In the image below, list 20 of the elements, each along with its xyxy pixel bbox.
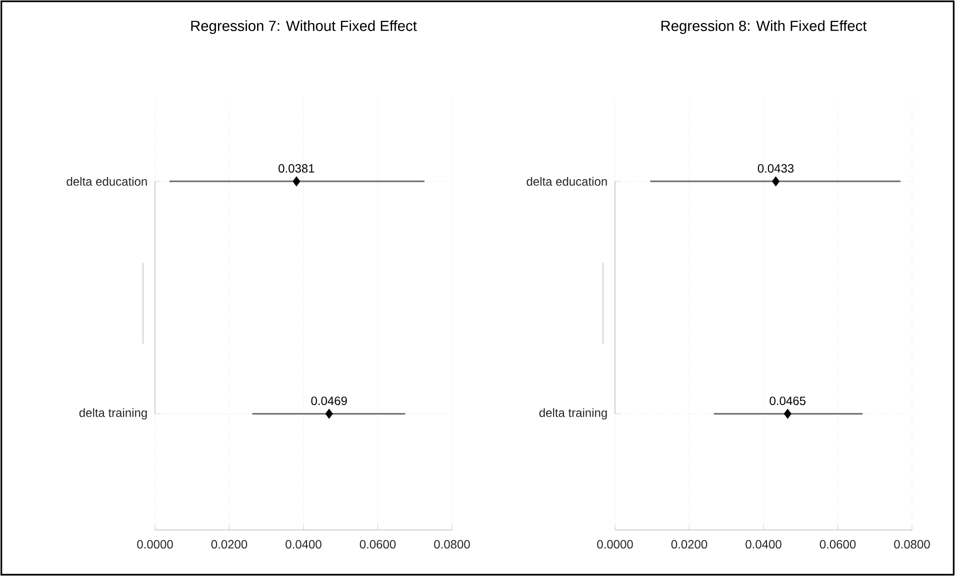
data-label: 0.0465 xyxy=(770,396,806,406)
x-tick-label: 0.0000 xyxy=(137,540,173,549)
y-tick-label: delta education xyxy=(66,176,147,186)
x-tick-label: 0.0800 xyxy=(434,540,470,549)
chart-title: Regression 8: With Fixed Effect xyxy=(661,20,867,34)
y-tick-label: delta education xyxy=(526,176,607,186)
y-tick-label: delta training xyxy=(539,408,607,420)
x-tick-label: 0.0400 xyxy=(286,540,322,549)
x-tick-label: 0.0400 xyxy=(746,540,782,549)
x-tick-label: 0.0600 xyxy=(820,540,856,549)
chart-title: Regression 7: Without Fixed Effect xyxy=(191,20,417,34)
data-label: 0.0433 xyxy=(758,164,794,173)
x-tick-label: 0.0200 xyxy=(211,540,248,549)
x-tick-label: 0.0000 xyxy=(597,540,633,549)
x-tick-label: 0.0600 xyxy=(360,540,396,549)
x-tick-label: 0.0200 xyxy=(671,540,708,549)
data-label: 0.0469 xyxy=(311,396,347,406)
x-tick-label: 0.0800 xyxy=(894,540,930,549)
y-tick-label: delta training xyxy=(79,408,147,420)
data-label: 0.0381 xyxy=(278,164,314,173)
